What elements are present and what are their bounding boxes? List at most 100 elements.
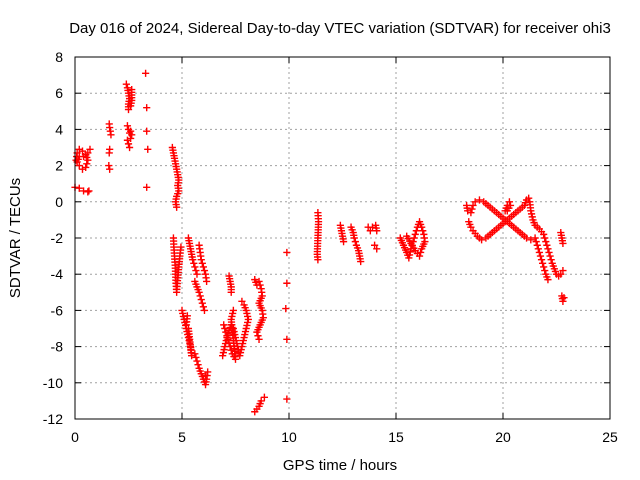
data-point bbox=[78, 147, 87, 155]
data-point bbox=[143, 127, 151, 135]
y-tick-label: 2 bbox=[55, 158, 63, 174]
data-point bbox=[541, 234, 549, 242]
data-point bbox=[183, 312, 191, 320]
data-point bbox=[531, 234, 539, 242]
data-point bbox=[107, 131, 115, 139]
data-point bbox=[201, 371, 210, 380]
data-point bbox=[195, 288, 203, 296]
data-point bbox=[221, 324, 229, 333]
data-point bbox=[192, 266, 200, 275]
data-point bbox=[559, 297, 567, 305]
data-point bbox=[238, 297, 246, 305]
data-point bbox=[75, 162, 83, 170]
data-point bbox=[527, 236, 535, 244]
data-point bbox=[283, 279, 291, 287]
x-tick-label: 10 bbox=[281, 429, 297, 445]
data-point bbox=[560, 294, 568, 302]
data-point bbox=[78, 165, 87, 173]
data-point bbox=[123, 122, 132, 130]
data-point bbox=[229, 306, 237, 314]
y-tick-label: -4 bbox=[51, 266, 64, 282]
data-point bbox=[75, 184, 83, 192]
y-tick-label: 8 bbox=[55, 49, 63, 65]
data-point bbox=[537, 256, 546, 264]
data-point bbox=[194, 361, 202, 369]
data-point bbox=[257, 397, 265, 405]
data-point bbox=[557, 270, 565, 278]
data-point bbox=[204, 368, 212, 376]
data-point bbox=[143, 183, 151, 191]
y-tick-label: -10 bbox=[43, 375, 63, 391]
data-point bbox=[255, 277, 263, 286]
data-point bbox=[282, 304, 290, 313]
x-tick-label: 15 bbox=[388, 429, 404, 445]
data-point bbox=[191, 350, 199, 358]
data-point bbox=[128, 131, 136, 139]
data-point bbox=[547, 256, 555, 264]
data-point bbox=[199, 303, 207, 311]
x-axis-label: GPS time / hours bbox=[283, 457, 397, 474]
data-point bbox=[127, 127, 135, 135]
data-point bbox=[543, 241, 551, 249]
x-tick-label: 0 bbox=[71, 429, 79, 445]
data-point bbox=[534, 245, 542, 253]
data-point bbox=[143, 104, 151, 112]
x-tick-label: 5 bbox=[178, 429, 186, 445]
data-point bbox=[222, 328, 230, 336]
data-point bbox=[125, 143, 134, 152]
data-point bbox=[546, 252, 554, 260]
data-point bbox=[85, 187, 93, 195]
data-point bbox=[193, 357, 201, 365]
data-point bbox=[197, 256, 205, 264]
data-point bbox=[533, 241, 541, 249]
data-point bbox=[410, 234, 418, 242]
data-point bbox=[256, 281, 264, 289]
data-point bbox=[418, 223, 426, 231]
data-point bbox=[84, 156, 92, 164]
data-point bbox=[189, 256, 197, 264]
data-point bbox=[177, 243, 185, 251]
data-point bbox=[283, 395, 291, 403]
data-point bbox=[224, 335, 232, 343]
data-point bbox=[478, 236, 486, 244]
data-point bbox=[559, 266, 567, 275]
data-point bbox=[403, 232, 411, 240]
data-point bbox=[542, 238, 550, 246]
data-marks bbox=[71, 69, 568, 416]
data-point bbox=[193, 270, 201, 278]
data-point bbox=[196, 292, 204, 300]
data-point bbox=[373, 245, 381, 253]
data-point bbox=[192, 353, 200, 362]
data-point bbox=[106, 145, 114, 153]
y-tick-label: -12 bbox=[43, 411, 63, 427]
data-point bbox=[86, 145, 94, 153]
data-point bbox=[468, 205, 476, 213]
data-point bbox=[469, 201, 477, 210]
data-point bbox=[314, 256, 322, 264]
data-point bbox=[203, 277, 211, 286]
data-point bbox=[191, 263, 199, 271]
y-tick-label: 0 bbox=[55, 194, 63, 210]
data-point bbox=[255, 335, 263, 343]
data-point bbox=[84, 188, 92, 196]
data-point bbox=[105, 162, 113, 170]
data-point bbox=[540, 263, 548, 271]
data-point bbox=[535, 248, 543, 257]
data-point bbox=[357, 257, 365, 266]
y-tick-label: 6 bbox=[55, 85, 63, 101]
data-point bbox=[339, 238, 348, 246]
data-point bbox=[412, 227, 420, 235]
data-point bbox=[253, 328, 261, 336]
data-point bbox=[240, 301, 248, 309]
data-point bbox=[522, 234, 531, 242]
data-point bbox=[505, 198, 514, 206]
data-point bbox=[83, 160, 91, 168]
y-tick-label: -6 bbox=[51, 302, 64, 318]
data-point bbox=[475, 196, 484, 204]
data-point bbox=[544, 245, 552, 253]
data-point bbox=[525, 194, 533, 202]
data-point bbox=[545, 248, 553, 257]
data-point bbox=[220, 321, 228, 329]
data-point bbox=[411, 230, 419, 238]
